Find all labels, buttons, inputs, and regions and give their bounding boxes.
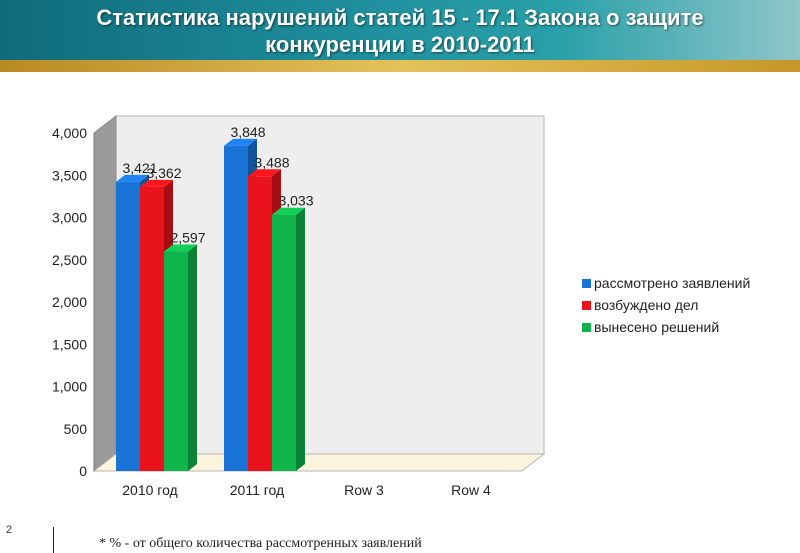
legend-swatch-series-3 xyxy=(582,322,591,332)
bar-top-1-cat-2 xyxy=(224,138,257,146)
slide-header: Статистика нарушений статей 15 - 17.1 За… xyxy=(0,0,800,72)
y-tick-label: 0 xyxy=(79,463,87,479)
bar-2-cat-2 xyxy=(248,176,272,471)
footnote: * % - от общего количества рассмотренных… xyxy=(99,536,422,551)
bar-2-cat-1 xyxy=(140,186,164,471)
bar-top-1-cat-1 xyxy=(116,174,149,182)
legend-swatch-series-1 xyxy=(582,278,591,288)
bar-side-3-cat-1 xyxy=(188,244,197,471)
bar-3-cat-2 xyxy=(272,214,296,472)
y-tick-label: 2,000 xyxy=(52,294,87,310)
bar-top-2-cat-1 xyxy=(140,179,173,187)
data-label: 3,421 xyxy=(122,160,157,176)
y-tick-label: 1,500 xyxy=(52,336,87,352)
x-category-label: Row 3 xyxy=(344,482,384,498)
chart-floor xyxy=(92,453,546,472)
y-tick-label: 3,500 xyxy=(52,167,87,183)
slide-title-line-2: конкуренции в 2010-2011 xyxy=(265,32,535,57)
y-tick-label: 3,000 xyxy=(52,210,87,226)
page-number: 2 xyxy=(6,524,13,536)
y-tick-label: 2,500 xyxy=(52,252,87,268)
data-label: 2,597 xyxy=(170,230,205,246)
y-tick-label: 1,000 xyxy=(52,379,87,395)
chart-side-wall xyxy=(93,114,117,473)
slide-title: Статистика нарушений статей 15 - 17.1 За… xyxy=(0,4,800,58)
legend-item-series-2: возбуждено дел xyxy=(582,294,750,316)
bar-side-3-cat-2 xyxy=(296,207,305,472)
x-category-label: Row 4 xyxy=(451,482,491,498)
legend-label-series-1: рассмотрено заявлений xyxy=(594,275,751,291)
bar-chart: 0 500 1,000 1,500 2,000 2,500 3,000 3,500 4,000 2… xyxy=(52,114,546,498)
footer-divider xyxy=(53,527,54,553)
chart-legend: рассмотрено заявлений возбуждено дел вын… xyxy=(582,272,750,338)
data-label: 3,488 xyxy=(254,154,289,170)
x-category-label: 2010 год xyxy=(122,482,177,498)
bar-3-cat-1 xyxy=(164,251,188,471)
legend-item-series-3: вынесено решений xyxy=(582,316,750,338)
bar-1-cat-2 xyxy=(224,145,248,471)
x-category-label: 2011 год xyxy=(230,482,284,498)
legend-item-series-1: рассмотрено заявлений xyxy=(582,272,750,294)
y-tick-label: 500 xyxy=(64,421,88,437)
bar-top-3-cat-1 xyxy=(164,244,197,252)
legend-swatch-series-2 xyxy=(582,300,591,310)
header-accent-stripe xyxy=(0,60,800,72)
data-label: 3,362 xyxy=(146,165,181,181)
slide-title-line-1: Статистика нарушений статей 15 - 17.1 За… xyxy=(96,5,704,30)
legend-label-series-3: вынесено решений xyxy=(594,319,720,335)
data-label: 3,033 xyxy=(278,193,313,209)
bar-1-cat-1 xyxy=(116,181,140,471)
data-label: 3,848 xyxy=(230,124,265,140)
bar-top-2-cat-2 xyxy=(248,169,281,177)
bar-top-3-cat-2 xyxy=(272,207,305,215)
legend-label-series-2: возбуждено дел xyxy=(594,297,699,313)
y-tick-label: 4,000 xyxy=(52,125,87,141)
